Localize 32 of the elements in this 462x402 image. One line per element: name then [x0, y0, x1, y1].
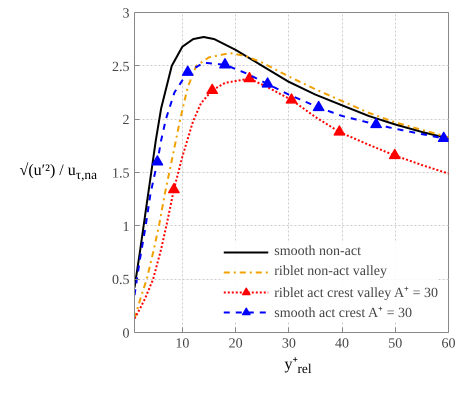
point	[438, 132, 448, 142]
y-tick-label: 2.5	[112, 60, 130, 75]
y-tick-label: 0	[122, 326, 130, 342]
x-tick-label: 30	[282, 336, 296, 352]
point	[243, 72, 256, 82]
legend-label: smooth act crest A⁺ = 30	[274, 305, 412, 322]
x-tick-label: 20	[228, 336, 243, 352]
point	[206, 84, 218, 94]
point	[333, 125, 346, 136]
point	[168, 182, 180, 194]
legend-label: riblet non-act valley	[274, 264, 387, 280]
y-tick-label: 1	[122, 220, 130, 235]
point	[370, 118, 382, 128]
y-tick-label: 3	[122, 6, 130, 22]
x-tick-label: 40	[335, 336, 350, 352]
point	[218, 58, 231, 68]
y-axis-title: √(u′²) / u$_{τ,na}$	[20, 161, 97, 184]
x-tick-label: 10	[175, 336, 190, 352]
legend-label: riblet act crest valley A⁺ = 30	[274, 285, 438, 302]
point	[312, 100, 325, 112]
y-tick-label: 0.5	[112, 273, 130, 288]
point	[388, 148, 401, 160]
y-tick-label: 1.5	[112, 166, 130, 182]
point	[182, 65, 194, 76]
point	[286, 93, 298, 104]
y-tick-label: 2	[122, 113, 130, 128]
x-tick-label: 60	[442, 336, 456, 352]
point	[262, 77, 274, 88]
point	[151, 154, 164, 166]
x-tick-label: 50	[388, 336, 402, 352]
x-axis-title: y⁺$_{rel}$	[284, 355, 312, 378]
legend-label: smooth non-act	[274, 244, 361, 260]
